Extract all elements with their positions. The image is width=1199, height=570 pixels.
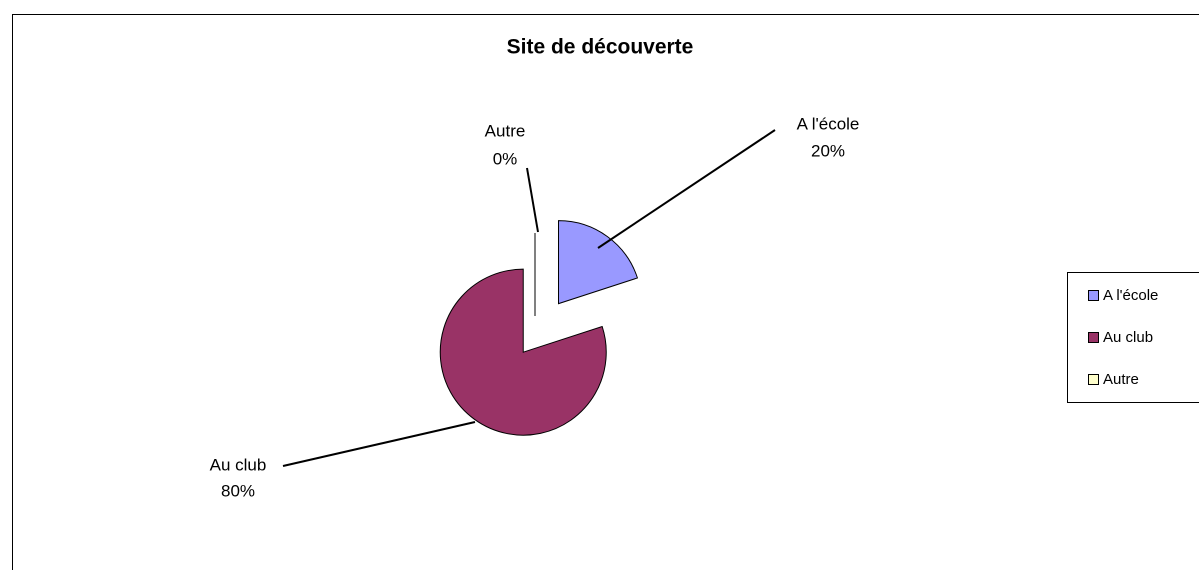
data-label-value: 80% xyxy=(221,481,255,500)
legend-swatch xyxy=(1088,332,1099,343)
data-label-category: A l'école xyxy=(797,114,860,133)
data-label-value: 20% xyxy=(811,141,845,160)
data-label-category: Au club xyxy=(210,455,267,474)
legend-swatch xyxy=(1088,374,1099,385)
chart-title: Site de découverte xyxy=(507,36,694,59)
legend-label: Autre xyxy=(1103,371,1139,388)
legend-label: A l'école xyxy=(1103,287,1158,304)
pie-slice xyxy=(558,220,639,305)
legend-label: Au club xyxy=(1103,329,1153,346)
leader-line xyxy=(282,421,476,467)
data-label-value: 0% xyxy=(493,149,518,168)
pie-slice xyxy=(439,268,607,436)
leader-line xyxy=(597,129,776,249)
legend-swatch xyxy=(1088,290,1099,301)
chart-area xyxy=(12,14,1199,570)
leader-line xyxy=(526,167,539,233)
data-label-category: Autre xyxy=(485,121,526,140)
